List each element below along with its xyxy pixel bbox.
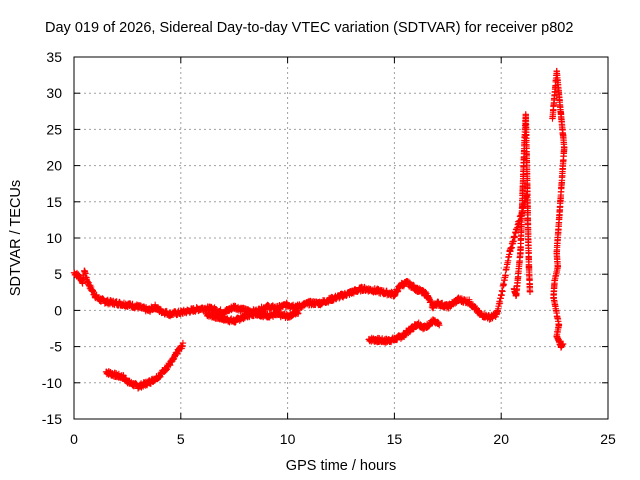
- axis-ticks: [73, 56, 609, 420]
- series-lower-band-a: [102, 339, 187, 392]
- data-series: [70, 67, 568, 392]
- y-axis-label: SDTVAR / TECUs: [8, 180, 24, 296]
- data-point: [295, 310, 302, 317]
- y-tick-label: 0: [54, 302, 62, 318]
- y-tick-label: -15: [42, 411, 62, 427]
- x-tick-label: 0: [70, 431, 78, 447]
- y-tick-label: 5: [54, 266, 62, 282]
- x-tick-label: 5: [177, 431, 185, 447]
- series-main-band: [70, 192, 531, 323]
- x-tick-label: 10: [280, 431, 296, 447]
- chart-title: Day 019 of 2026, Sidereal Day-to-day VTE…: [45, 20, 573, 36]
- y-tick-label: 20: [46, 158, 62, 174]
- data-point: [526, 288, 534, 296]
- series-spikes-21: [510, 111, 534, 300]
- data-point: [559, 340, 567, 348]
- y-tick-label: 35: [46, 49, 62, 65]
- y-tick-label: 10: [46, 230, 62, 246]
- y-tick-label: -10: [42, 375, 62, 391]
- series-spikes-22: [549, 67, 568, 351]
- x-tick-label: 20: [493, 431, 509, 447]
- data-point: [436, 321, 443, 329]
- data-point: [499, 288, 506, 295]
- x-axis-label: GPS time / hours: [286, 458, 396, 474]
- x-tick-label: 25: [600, 431, 616, 447]
- y-tick-label: 30: [46, 85, 62, 101]
- series-lower-band-b: [203, 307, 302, 326]
- grid: [74, 57, 608, 419]
- y-tick-label: -5: [50, 339, 63, 355]
- y-tick-label: 25: [46, 121, 62, 137]
- x-tick-label: 15: [387, 431, 403, 447]
- tick-labels: 0 5 10 15 20 25 -15 -10 -5 0 5 10 15 20 25 30 35: [42, 49, 616, 447]
- series-lower-band-c: [365, 316, 443, 346]
- data-point: [179, 339, 187, 347]
- y-tick-label: 15: [46, 194, 62, 210]
